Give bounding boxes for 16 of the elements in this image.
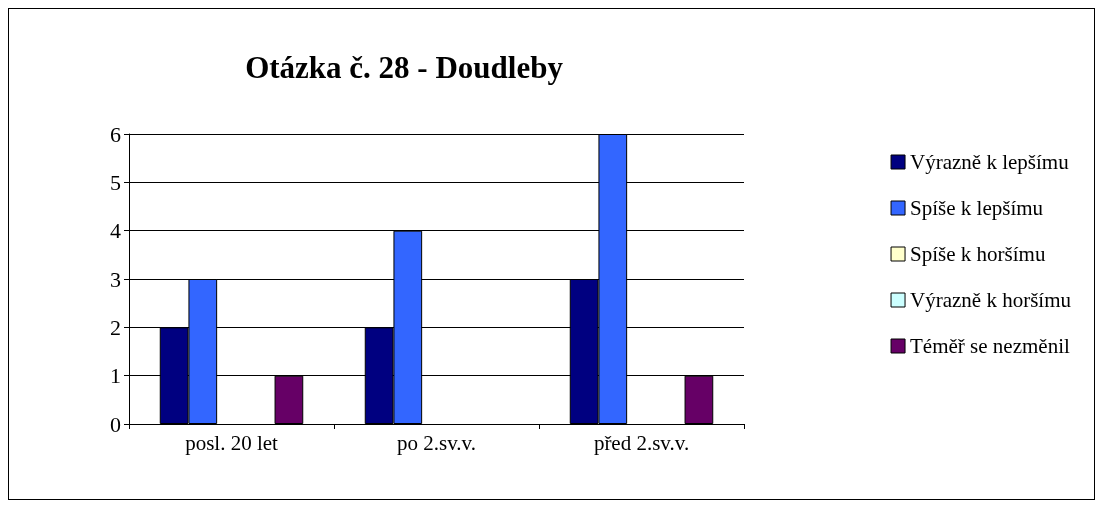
y-tick-label: 1 [110, 363, 121, 389]
y-tick-label: 3 [110, 266, 121, 292]
chart-title: Otázka č. 28 - Doudleby [245, 50, 564, 85]
legend-label: Spíše k lepšímu [910, 196, 1044, 220]
y-tick-label: 2 [110, 314, 121, 340]
x-tick-label: po 2.sv.v. [397, 430, 476, 455]
x-tick-label: posl. 20 let [185, 430, 279, 455]
y-tick-label: 4 [110, 218, 121, 244]
y-tick-label: 0 [110, 411, 121, 437]
legend-label: Téměř se nezměnil [910, 334, 1070, 358]
y-tick-label: 5 [110, 169, 121, 195]
x-tick-label: před 2.sv.v. [593, 430, 690, 455]
y-tick-label: 6 [110, 121, 121, 147]
legend-label: Spíše k horšímu [910, 242, 1046, 266]
legend-label: Výrazně k lepšímu [910, 150, 1070, 174]
legend-label: Výrazně k horšímu [910, 288, 1072, 312]
